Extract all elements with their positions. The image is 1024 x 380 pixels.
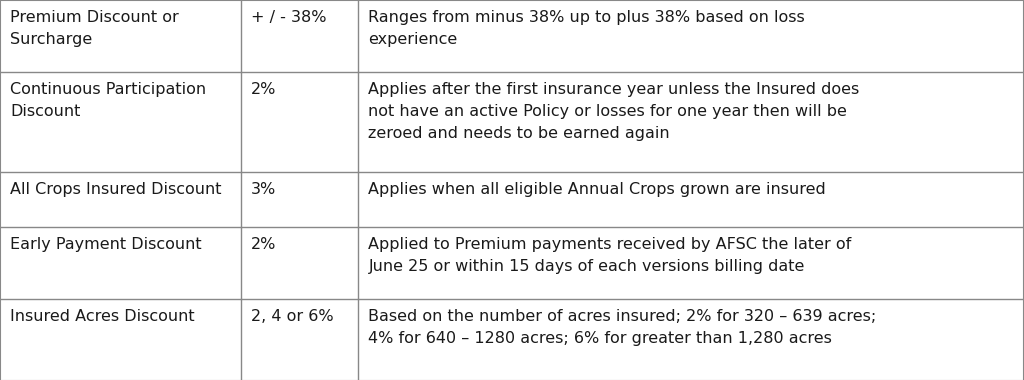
Text: Early Payment Discount: Early Payment Discount: [10, 237, 202, 252]
Text: Based on the number of acres insured; 2% for 320 – 639 acres;
4% for 640 – 1280 : Based on the number of acres insured; 2%…: [369, 309, 877, 346]
Text: Applies when all eligible Annual Crops grown are insured: Applies when all eligible Annual Crops g…: [369, 182, 826, 197]
Text: Premium Discount or
Surcharge: Premium Discount or Surcharge: [10, 10, 179, 47]
Text: Continuous Participation
Discount: Continuous Participation Discount: [10, 82, 206, 119]
Text: All Crops Insured Discount: All Crops Insured Discount: [10, 182, 221, 197]
Text: 2%: 2%: [251, 82, 276, 97]
Text: 2%: 2%: [251, 237, 276, 252]
Text: Insured Acres Discount: Insured Acres Discount: [10, 309, 195, 324]
Text: 3%: 3%: [251, 182, 275, 197]
Text: 2, 4 or 6%: 2, 4 or 6%: [251, 309, 333, 324]
Text: Ranges from minus 38% up to plus 38% based on loss
experience: Ranges from minus 38% up to plus 38% bas…: [369, 10, 805, 47]
Text: Applied to Premium payments received by AFSC the later of
June 25 or within 15 d: Applied to Premium payments received by …: [369, 237, 852, 274]
Text: + / - 38%: + / - 38%: [251, 10, 326, 25]
Text: Applies after the first insurance year unless the Insured does
not have an activ: Applies after the first insurance year u…: [369, 82, 860, 141]
